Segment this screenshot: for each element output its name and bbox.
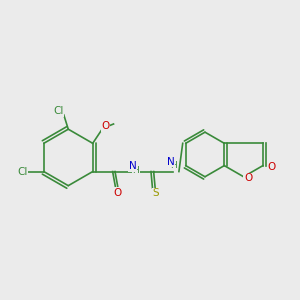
Text: S: S xyxy=(152,188,159,198)
Text: Cl: Cl xyxy=(17,167,28,176)
Text: O: O xyxy=(101,122,110,131)
Text: O: O xyxy=(114,188,122,198)
Text: O: O xyxy=(244,173,252,183)
Text: H: H xyxy=(170,161,177,170)
Text: H: H xyxy=(132,166,139,175)
Text: Cl: Cl xyxy=(54,106,64,116)
Text: N: N xyxy=(167,157,175,167)
Text: N: N xyxy=(129,161,137,171)
Text: O: O xyxy=(267,162,275,172)
